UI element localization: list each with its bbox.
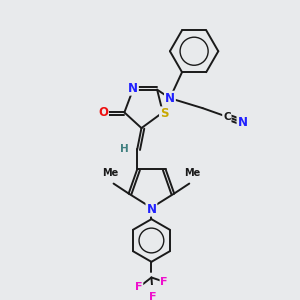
Text: N: N [128, 82, 138, 95]
Text: C: C [223, 112, 231, 122]
Text: H: H [120, 144, 129, 154]
Text: O: O [98, 106, 108, 119]
Text: F: F [149, 292, 157, 300]
Text: F: F [160, 277, 168, 287]
Text: Me: Me [102, 168, 118, 178]
Text: F: F [135, 283, 142, 292]
Text: Me: Me [184, 168, 201, 178]
Text: N: N [165, 92, 175, 105]
Text: N: N [146, 203, 156, 216]
Text: S: S [160, 107, 169, 120]
Text: N: N [238, 116, 248, 129]
